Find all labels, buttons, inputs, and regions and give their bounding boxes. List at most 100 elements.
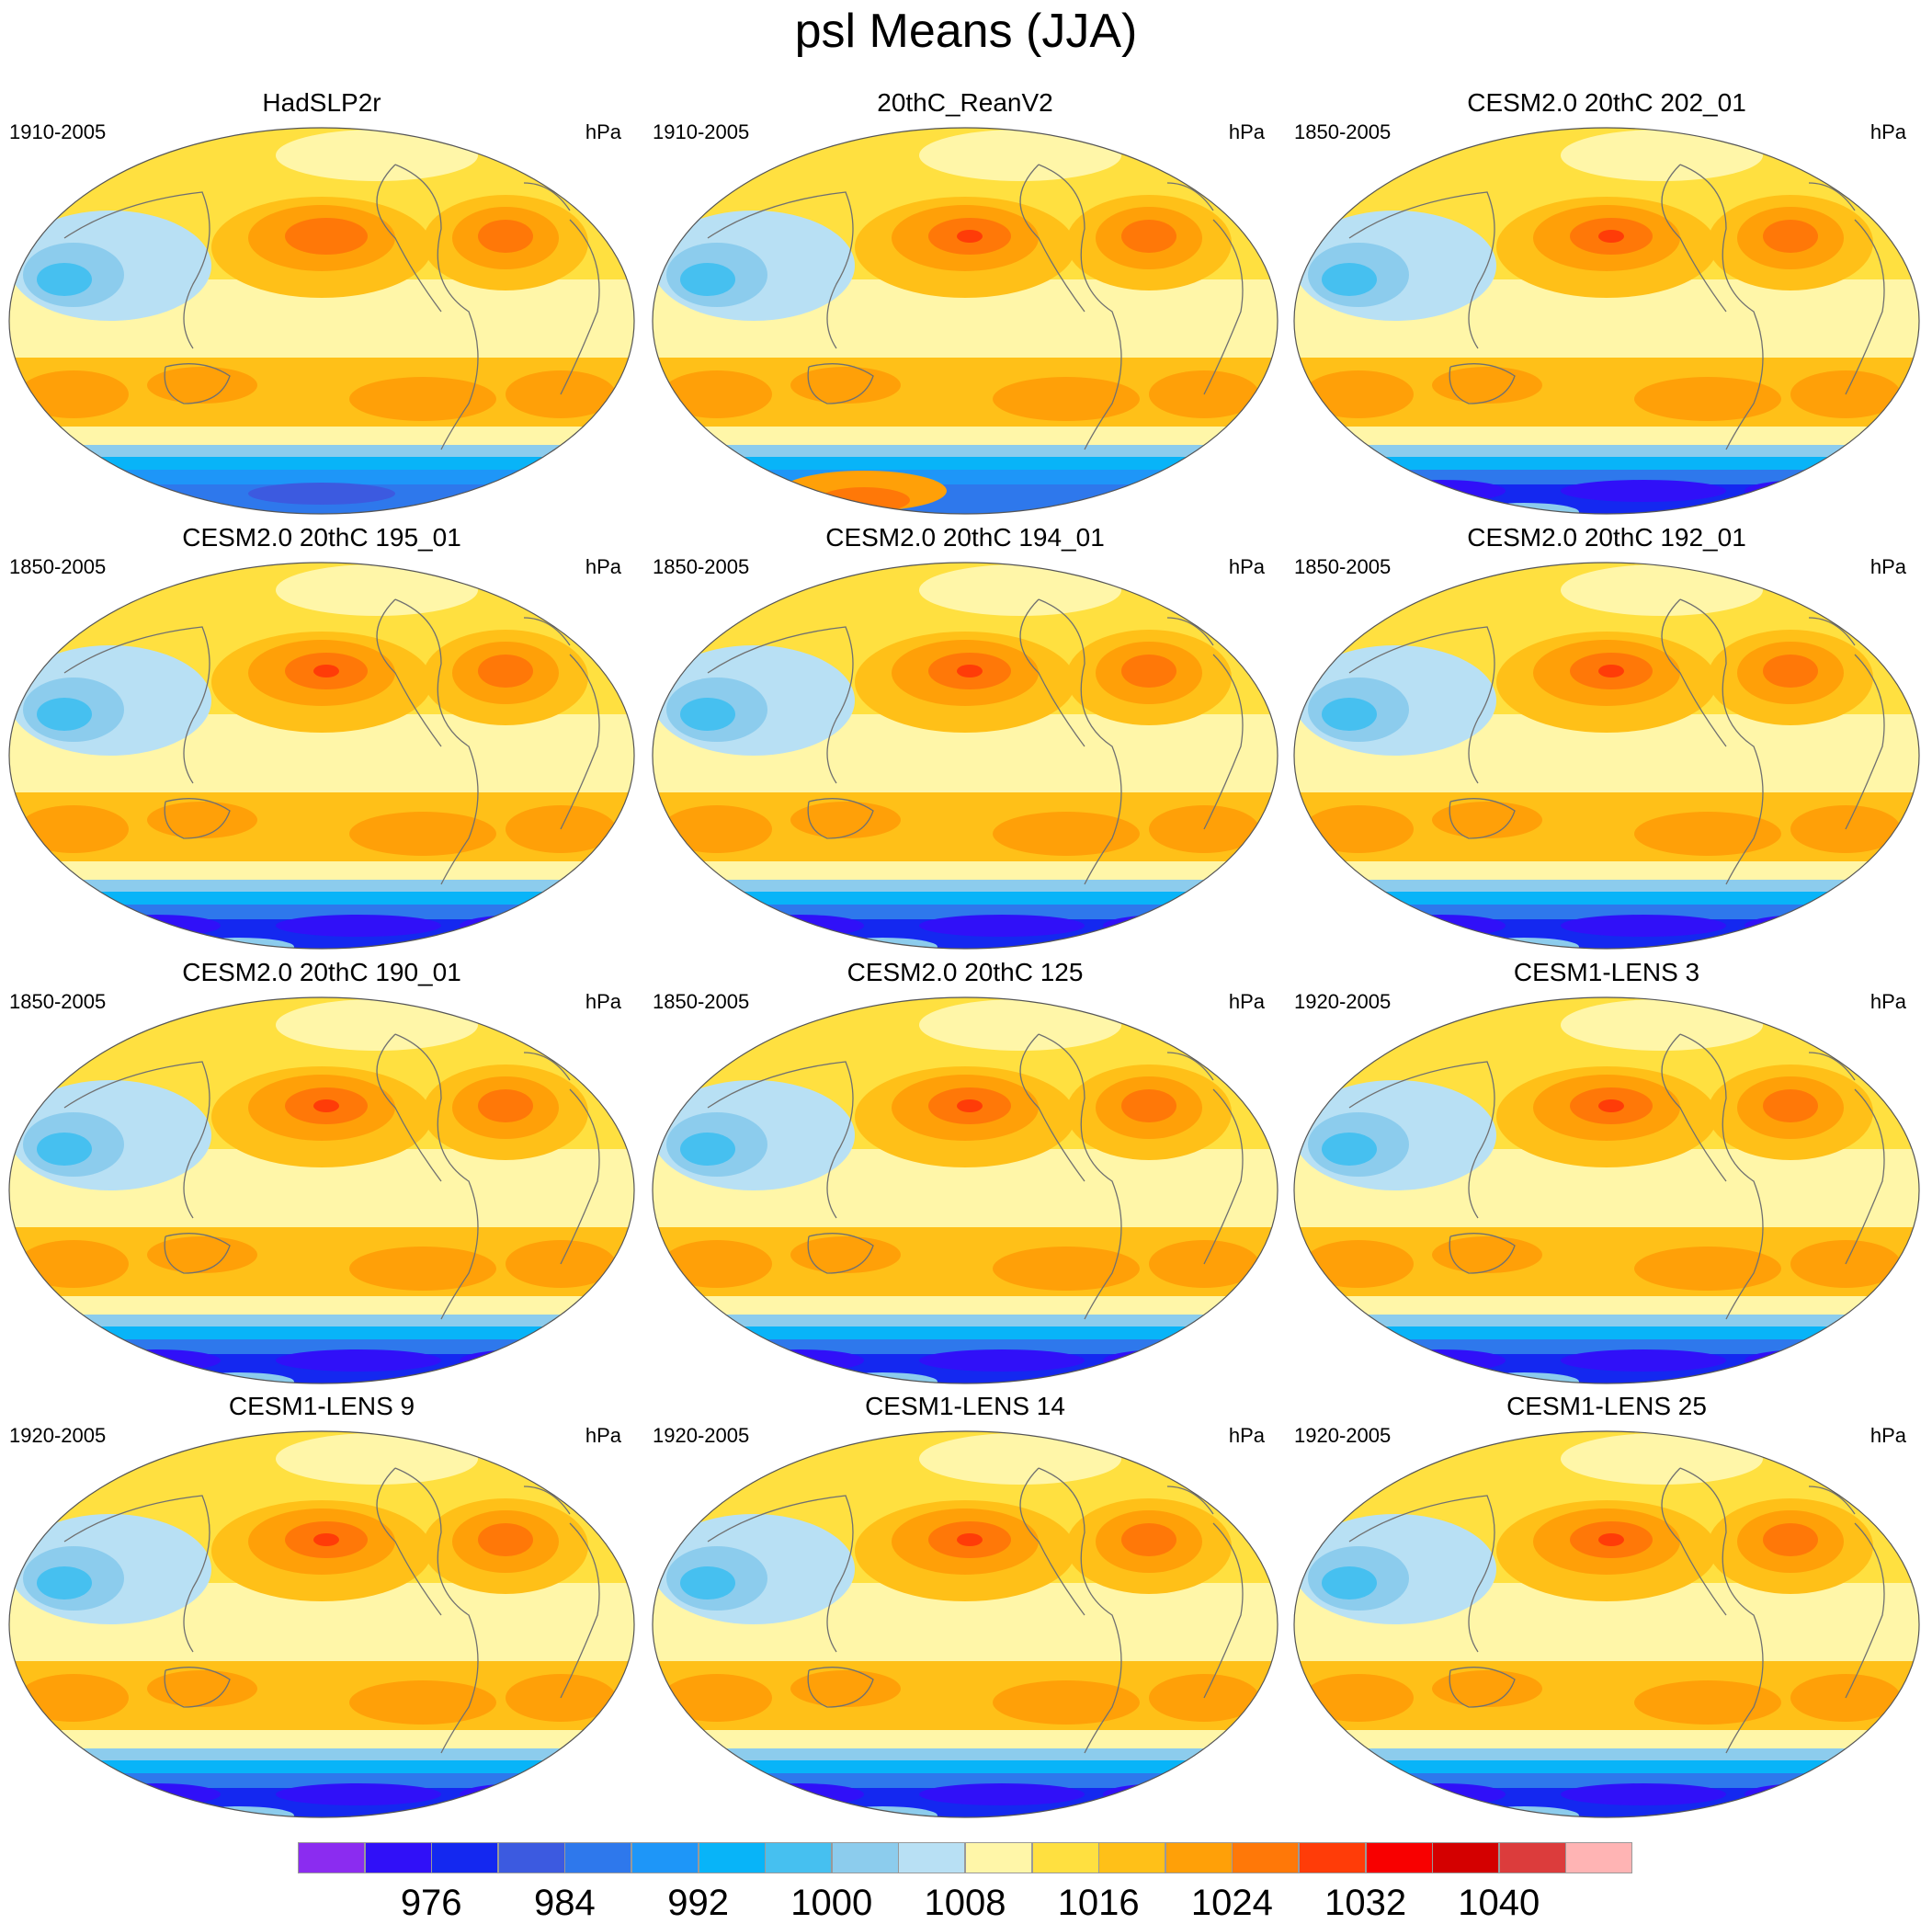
asian-low-core bbox=[1322, 1133, 1377, 1166]
coastline bbox=[394, 598, 479, 885]
southern-low-core-2 bbox=[919, 1783, 1085, 1805]
arctic-field bbox=[919, 1433, 1121, 1485]
coastline bbox=[1449, 798, 1516, 839]
map-panel: CESM2.0 20thC 125 1850-2005 hPa bbox=[643, 957, 1287, 1389]
coastline bbox=[807, 1667, 874, 1708]
azores-high-inner bbox=[478, 655, 533, 688]
map-panel: CESM1-LENS 9 1920-2005 hPa bbox=[0, 1391, 643, 1823]
southern-gradient-2 bbox=[1294, 880, 1919, 892]
arctic-field bbox=[1561, 564, 1763, 616]
south-indian-high bbox=[662, 370, 772, 418]
coastline bbox=[63, 1495, 210, 1653]
panel-units: hPa bbox=[1228, 120, 1265, 143]
coastline bbox=[1449, 1233, 1516, 1274]
coastline bbox=[164, 1233, 231, 1274]
coastline bbox=[1661, 1467, 1727, 1616]
map-plot bbox=[8, 562, 635, 950]
asian-low-core bbox=[680, 1566, 735, 1600]
map-panel: CESM2.0 20thC 194_01 1850-2005 hPa bbox=[643, 522, 1287, 954]
southern-low-core-2 bbox=[276, 1349, 441, 1372]
panel-years: 1850-2005 bbox=[1294, 120, 1392, 143]
coastline bbox=[560, 219, 600, 395]
south-indian-high bbox=[1303, 805, 1414, 853]
coastline bbox=[560, 1522, 600, 1699]
panel-units: hPa bbox=[1869, 120, 1906, 143]
south-indian-high bbox=[18, 1240, 129, 1288]
coastline bbox=[394, 1033, 479, 1320]
coastline bbox=[1449, 1667, 1516, 1708]
map-plot bbox=[1293, 127, 1920, 515]
southern-gradient-3 bbox=[9, 892, 634, 905]
colorbar-swatch bbox=[1232, 1842, 1300, 1873]
arctic-field bbox=[276, 999, 478, 1051]
southern-gradient-3 bbox=[653, 892, 1278, 905]
coastline bbox=[1203, 654, 1244, 830]
panel-title: CESM2.0 20thC 202_01 bbox=[1467, 88, 1746, 117]
southern-gradient-3 bbox=[1294, 1326, 1919, 1339]
coastline bbox=[1808, 1052, 1856, 1081]
colorbar-swatch bbox=[1299, 1842, 1366, 1873]
colorbar-swatch bbox=[1031, 1842, 1099, 1873]
coastline bbox=[1661, 1033, 1727, 1182]
panel-title: CESM1-LENS 9 bbox=[228, 1392, 415, 1420]
colorbar-label: 1016 bbox=[1057, 1883, 1140, 1923]
arctic-field bbox=[1561, 130, 1763, 181]
map-plot bbox=[8, 127, 635, 515]
coastline bbox=[164, 798, 231, 839]
coastline bbox=[164, 363, 231, 404]
asian-low-core bbox=[37, 1566, 92, 1600]
coastline bbox=[707, 1495, 854, 1653]
panel-title: CESM2.0 20thC 190_01 bbox=[182, 958, 461, 986]
south-pacific-high bbox=[1634, 377, 1781, 421]
panel-years: 1920-2005 bbox=[653, 1424, 750, 1447]
map-panel: CESM1-LENS 25 1920-2005 hPa bbox=[1285, 1391, 1928, 1823]
coastline bbox=[523, 617, 571, 646]
coastline bbox=[707, 1061, 854, 1219]
azores-high-inner bbox=[1763, 220, 1818, 253]
coastline bbox=[1203, 1522, 1244, 1699]
coastline bbox=[523, 1486, 571, 1515]
coastline bbox=[1166, 182, 1214, 211]
map-panel: CESM2.0 20thC 195_01 1850-2005 hPa bbox=[0, 522, 643, 954]
coastline bbox=[164, 1667, 231, 1708]
colorbar-swatch bbox=[965, 1842, 1032, 1873]
panel-units: hPa bbox=[1228, 990, 1265, 1013]
colorbar-swatch bbox=[831, 1842, 899, 1873]
southern-gradient-3 bbox=[1294, 457, 1919, 470]
south-indian-high bbox=[1303, 1240, 1414, 1288]
asian-low-core bbox=[1322, 1566, 1377, 1600]
southern-gradient-2 bbox=[653, 1748, 1278, 1760]
southern-gradient-1 bbox=[653, 427, 1278, 445]
colorbar-label: 976 bbox=[400, 1883, 462, 1923]
coastline bbox=[1845, 219, 1885, 395]
map-outline bbox=[8, 127, 635, 515]
coastline bbox=[523, 1052, 571, 1081]
southern-low-core-3 bbox=[1103, 915, 1232, 937]
arctic-field bbox=[276, 1433, 478, 1485]
southern-gradient-2 bbox=[1294, 1315, 1919, 1326]
asian-low-core bbox=[680, 698, 735, 731]
map-panel: CESM2.0 20thC 202_01 1850-2005 hPa bbox=[1285, 87, 1928, 519]
panel-title: CESM2.0 20thC 192_01 bbox=[1467, 523, 1746, 552]
azores-high-inner bbox=[478, 1523, 533, 1556]
panel-units: hPa bbox=[1869, 1424, 1906, 1447]
southern-gradient-2 bbox=[1294, 1748, 1919, 1760]
map-outline bbox=[1293, 1430, 1920, 1818]
coastline bbox=[1203, 1088, 1244, 1265]
azores-high-inner bbox=[1121, 655, 1176, 688]
map-outline bbox=[652, 127, 1279, 515]
colorbar-swatch bbox=[1565, 1842, 1633, 1873]
panel-units: hPa bbox=[1869, 990, 1906, 1013]
asian-low-core bbox=[1322, 263, 1377, 296]
panel-title: CESM2.0 20thC 194_01 bbox=[825, 523, 1105, 552]
panel-years: 1850-2005 bbox=[9, 990, 107, 1013]
colorbar-swatch bbox=[564, 1842, 632, 1873]
southern-low-core-3 bbox=[460, 1349, 588, 1372]
southern-low-core-2 bbox=[1561, 480, 1726, 502]
south-pacific-high bbox=[1634, 812, 1781, 856]
southern-gradient-1 bbox=[9, 861, 634, 880]
coastline bbox=[376, 1467, 442, 1616]
pacific-high-core bbox=[313, 665, 339, 677]
map-panel: 20thC_ReanV2 1910-2005 hPa bbox=[643, 87, 1287, 519]
map-plot bbox=[652, 1430, 1279, 1818]
